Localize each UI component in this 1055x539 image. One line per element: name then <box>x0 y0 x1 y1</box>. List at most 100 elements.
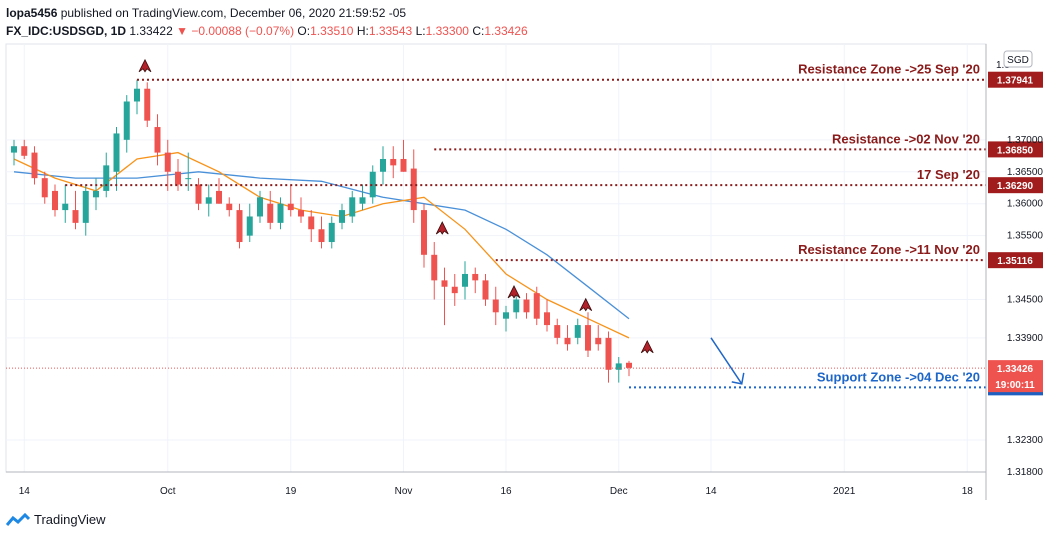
candle-body <box>564 337 571 345</box>
resistance-zone: Resistance Zone ->11 Nov '20 1.35116 <box>495 242 1043 269</box>
y-tick-label: 1.34500 <box>1007 295 1044 306</box>
candle-body <box>134 88 140 102</box>
candle-body <box>93 190 99 198</box>
currency-badge <box>1003 50 1033 68</box>
candle-body <box>595 337 602 345</box>
current-price-tag <box>988 360 1043 393</box>
candle <box>72 190 79 230</box>
candle <box>482 273 489 306</box>
last-price: 1.33422 <box>129 24 173 38</box>
y-tick-label-partial: 1.3 <box>996 60 1010 71</box>
zone-label: 17 Sep '20 <box>917 167 980 182</box>
warning-marker-icon <box>435 221 449 235</box>
candle-body <box>339 210 345 223</box>
zone-label: Resistance ->02 Nov '20 <box>832 131 980 146</box>
candle <box>554 318 561 345</box>
candle <box>31 146 38 185</box>
candle-body <box>103 165 110 191</box>
candle <box>226 197 233 217</box>
ohlc-line: FX_IDC:USDSGD, 1D 1.33422 ▼ −0.00088 (−0… <box>6 22 1046 40</box>
low-value: 1.33300 <box>425 24 469 38</box>
y-tick-label: 1.36500 <box>1007 167 1044 178</box>
candle <box>154 114 161 166</box>
candle <box>164 139 171 191</box>
grid <box>5 43 987 473</box>
open-value: 1.33510 <box>310 24 354 38</box>
candle <box>513 293 520 319</box>
candle <box>318 216 325 249</box>
zones: Resistance Zone ->25 Sep '201.37941 Resis… <box>6 62 1043 396</box>
high-label: H: <box>356 24 369 38</box>
candle <box>339 203 345 230</box>
forecast-arrowhead <box>731 372 745 385</box>
candle-body <box>503 312 509 319</box>
candle <box>277 197 284 230</box>
candle-body <box>52 190 58 211</box>
zone-price-tag-label: 1.35116 <box>997 256 1033 267</box>
candle <box>103 152 110 198</box>
x-tick-label: Oct <box>160 486 176 497</box>
candle <box>523 293 530 319</box>
candle <box>287 184 294 217</box>
candle <box>62 184 69 223</box>
price-change: ▼ −0.00088 (−0.07%) <box>176 24 295 38</box>
candle-body <box>359 197 366 204</box>
candle <box>492 286 499 326</box>
y-tick-label: 1.36000 <box>1007 199 1044 210</box>
zone-price-tag-label: 1.37941 <box>997 76 1034 87</box>
candle <box>349 190 356 223</box>
candle-body <box>277 203 284 223</box>
resistance-zone: Resistance Zone ->25 Sep '20 1.37941 <box>137 62 1043 88</box>
footer: TradingView <box>6 512 106 527</box>
candle-body <box>390 158 397 166</box>
candle-body <box>400 158 407 172</box>
zone-price-tag-label: 1.36290 <box>997 181 1034 192</box>
candle-body <box>472 273 479 281</box>
candle-body <box>451 286 458 294</box>
high-value: 1.33543 <box>368 24 413 38</box>
warning-marker-icon <box>507 285 521 299</box>
candle <box>11 139 17 166</box>
candle-body <box>308 216 315 230</box>
candle-body <box>154 127 161 153</box>
candle-body <box>195 184 202 204</box>
candle-body <box>31 152 38 179</box>
candle <box>123 95 130 153</box>
candle <box>298 197 304 223</box>
x-tick-label: 2021 <box>833 486 856 497</box>
author-name[interactable]: lopa5456 <box>6 6 58 20</box>
candle <box>21 139 28 159</box>
candle <box>574 318 581 345</box>
candle <box>175 158 181 191</box>
candle-body <box>175 171 181 185</box>
candle-body <box>574 325 581 338</box>
candle <box>585 312 591 358</box>
candle <box>421 203 427 268</box>
candle-body <box>626 362 632 368</box>
candle <box>400 139 407 172</box>
ma-slow-line <box>13 171 630 320</box>
marker-shape <box>435 221 449 235</box>
countdown-label: 19:00:11 <box>995 380 1035 391</box>
candle <box>185 152 192 191</box>
symbol-label[interactable]: FX_IDC:USDSGD, 1D <box>6 24 127 38</box>
y-tick-label: 1.33900 <box>1007 333 1044 344</box>
candle <box>615 357 622 383</box>
candle <box>390 146 397 179</box>
candle <box>205 184 212 217</box>
candle <box>626 360 632 377</box>
currency-badge-label: SGD <box>1007 55 1029 66</box>
candle <box>134 79 140 115</box>
candle-body <box>380 158 386 172</box>
x-tick-label: Dec <box>610 486 628 497</box>
zone-price-tag <box>988 71 1043 88</box>
candle <box>82 184 89 236</box>
candle-body <box>164 152 171 172</box>
x-tick-label: Nov <box>395 486 413 497</box>
candle <box>52 184 58 217</box>
candle <box>564 325 571 351</box>
marker-shape <box>507 285 521 299</box>
marker-shape <box>579 297 593 312</box>
y-tick-label: 1.37000 <box>1007 135 1044 146</box>
